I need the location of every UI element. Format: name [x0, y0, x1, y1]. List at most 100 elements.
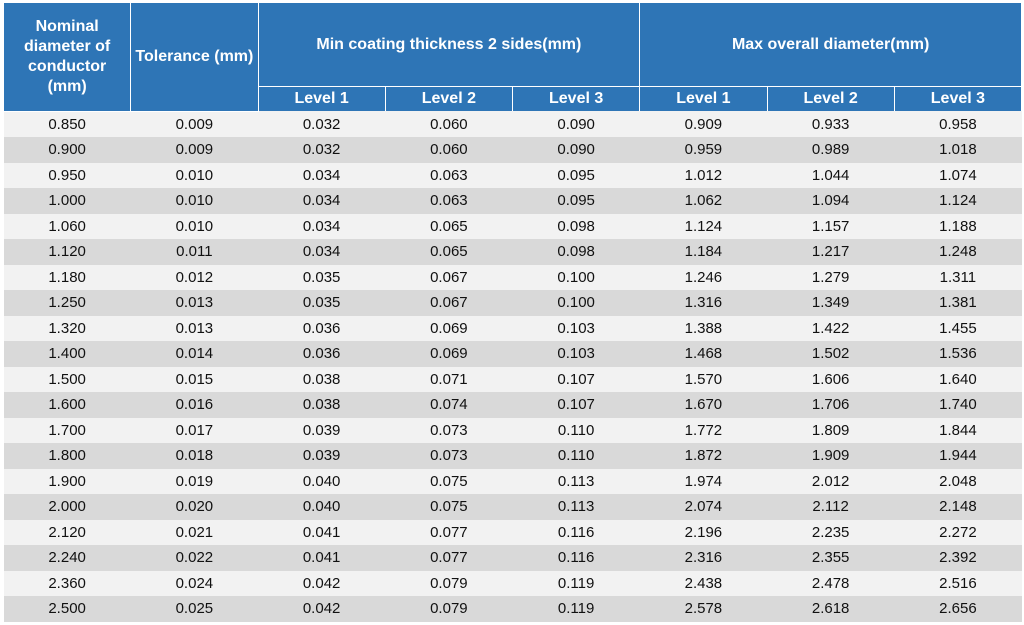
table-row: 1.500 0.015 0.038 0.071 0.107 1.570 1.606 1.640 — [3, 366, 1022, 392]
table-cell: 0.032 — [258, 137, 386, 163]
subheader-cell: Level 2 — [766, 86, 895, 111]
table-cell: 0.042 — [258, 596, 386, 622]
table-cell: 2.240 — [3, 545, 131, 571]
table-cell: 0.013 — [130, 290, 258, 316]
table-cell: 0.989 — [767, 137, 895, 163]
table-row: 1.800 0.018 0.039 0.073 0.110 1.872 1.909 1.944 — [3, 443, 1022, 469]
table-cell: 0.016 — [130, 392, 258, 418]
table-cell: 0.073 — [385, 443, 513, 469]
table-cell: 0.041 — [258, 545, 386, 571]
table-cell: 0.075 — [385, 494, 513, 520]
table-cell: 0.025 — [130, 596, 258, 622]
table-cell: 0.021 — [130, 519, 258, 545]
table-cell: 0.107 — [512, 392, 640, 418]
table-cell: 0.060 — [385, 137, 513, 163]
table-row: 2.000 0.020 0.040 0.075 0.113 2.074 2.112 2.148 — [3, 494, 1022, 520]
table-cell: 1.279 — [767, 264, 895, 290]
table-row: 1.180 0.012 0.035 0.067 0.100 1.246 1.279 1.311 — [3, 264, 1022, 290]
table-cell: 0.100 — [512, 290, 640, 316]
table-cell: 1.900 — [3, 468, 131, 494]
table-cell: 2.235 — [767, 519, 895, 545]
table-cell: 1.157 — [767, 213, 895, 239]
table-cell: 1.217 — [767, 239, 895, 265]
table-row: 1.900 0.019 0.040 0.075 0.113 1.974 2.012 2.048 — [3, 468, 1022, 494]
table-cell: 1.640 — [894, 366, 1022, 392]
table-cell: 0.063 — [385, 162, 513, 188]
table-cell: 2.392 — [894, 545, 1022, 571]
table-cell: 1.500 — [3, 366, 131, 392]
table-cell: 0.060 — [385, 111, 513, 137]
table-cell: 0.039 — [258, 443, 386, 469]
table-cell: 1.800 — [3, 443, 131, 469]
table-cell: 1.909 — [767, 443, 895, 469]
table-cell: 0.110 — [512, 443, 640, 469]
table-cell: 0.017 — [130, 417, 258, 443]
table-cell: 0.036 — [258, 315, 386, 341]
table-cell: 0.032 — [258, 111, 386, 137]
table-cell: 0.095 — [512, 188, 640, 214]
table-row: 0.950 0.010 0.034 0.063 0.095 1.012 1.044 1.074 — [3, 162, 1022, 188]
subheader-cell: Level 3 — [893, 86, 1023, 111]
table-cell: 0.009 — [130, 137, 258, 163]
table-cell: 2.578 — [639, 596, 768, 622]
table-cell: 0.042 — [258, 570, 386, 596]
table-cell: 1.844 — [894, 417, 1022, 443]
table-cell: 2.360 — [3, 570, 131, 596]
table-row: 1.600 0.016 0.038 0.074 0.107 1.670 1.706 1.740 — [3, 392, 1022, 418]
table-cell: 2.618 — [767, 596, 895, 622]
table-cell: 0.039 — [258, 417, 386, 443]
table-cell: 2.272 — [894, 519, 1022, 545]
table-cell: 0.065 — [385, 239, 513, 265]
table-cell: 1.000 — [3, 188, 131, 214]
table-cell: 0.011 — [130, 239, 258, 265]
table-row: 1.000 0.010 0.034 0.063 0.095 1.062 1.094 1.124 — [3, 188, 1022, 214]
table-cell: 0.067 — [385, 290, 513, 316]
table-cell: 1.600 — [3, 392, 131, 418]
table-cell: 0.012 — [130, 264, 258, 290]
table-cell: 2.000 — [3, 494, 131, 520]
table-cell: 0.073 — [385, 417, 513, 443]
table-cell: 1.012 — [639, 162, 768, 188]
table-cell: 0.850 — [3, 111, 131, 137]
table-cell: 2.355 — [767, 545, 895, 571]
table-cell: 1.184 — [639, 239, 768, 265]
header-group: Min coating thickness 2 sides(mm) — [257, 3, 641, 87]
table-cell: 0.100 — [512, 264, 640, 290]
table-cell: 1.400 — [3, 341, 131, 367]
table-cell: 0.079 — [385, 570, 513, 596]
table-cell: 0.035 — [258, 264, 386, 290]
table-cell: 1.502 — [767, 341, 895, 367]
table-cell: 2.048 — [894, 468, 1022, 494]
table-cell: 1.740 — [894, 392, 1022, 418]
table-row: 2.360 0.024 0.042 0.079 0.119 2.438 2.478 2.516 — [3, 570, 1022, 596]
table-cell: 0.067 — [385, 264, 513, 290]
table-cell: 1.388 — [639, 315, 768, 341]
table-cell: 1.094 — [767, 188, 895, 214]
table-cell: 1.180 — [3, 264, 131, 290]
table-cell: 0.116 — [512, 545, 640, 571]
table-cell: 2.438 — [639, 570, 768, 596]
table-cell: 0.009 — [130, 111, 258, 137]
table-cell: 1.248 — [894, 239, 1022, 265]
table-cell: 0.063 — [385, 188, 513, 214]
table-cell: 0.036 — [258, 341, 386, 367]
table-cell: 1.320 — [3, 315, 131, 341]
table-cell: 1.536 — [894, 341, 1022, 367]
table-cell: 0.022 — [130, 545, 258, 571]
table-cell: 2.120 — [3, 519, 131, 545]
table-cell: 0.038 — [258, 392, 386, 418]
subheader-cell: Level 2 — [384, 86, 514, 111]
table-cell: 1.381 — [894, 290, 1022, 316]
table-cell: 0.959 — [639, 137, 768, 163]
table-cell: 1.872 — [639, 443, 768, 469]
table-cell: 0.069 — [385, 341, 513, 367]
subheader-row: Level 1 Level 2 Level 3 Level 1 Level 2 … — [4, 86, 1023, 111]
table-row: 1.250 0.013 0.035 0.067 0.100 1.316 1.349 1.381 — [3, 290, 1022, 316]
table-cell: 0.018 — [130, 443, 258, 469]
table-cell: 0.034 — [258, 188, 386, 214]
table-body: 0.850 0.009 0.032 0.060 0.090 0.909 0.933 0.958… — [3, 111, 1022, 622]
table-row: 2.120 0.021 0.041 0.077 0.116 2.196 2.235 2.272 — [3, 519, 1022, 545]
subheader-cell: Level 1 — [639, 86, 768, 111]
table-cell: 0.040 — [258, 468, 386, 494]
